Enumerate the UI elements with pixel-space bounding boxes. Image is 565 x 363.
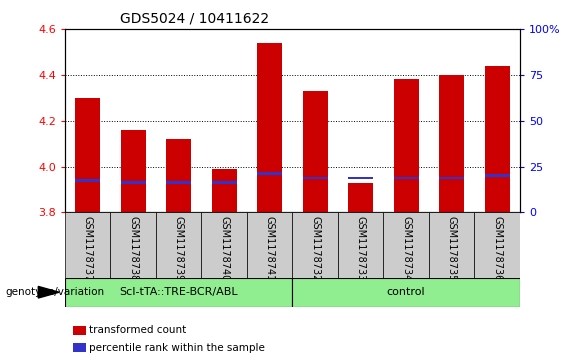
- Bar: [303, 91, 328, 212]
- Bar: [156, 212, 202, 278]
- Bar: [439, 177, 464, 179]
- Bar: [65, 278, 293, 307]
- Text: transformed count: transformed count: [89, 325, 186, 335]
- Text: control: control: [387, 287, 425, 297]
- Bar: [485, 174, 510, 177]
- Bar: [75, 98, 100, 212]
- Bar: [257, 172, 282, 175]
- Text: GSM1178737: GSM1178737: [82, 216, 93, 281]
- Bar: [247, 212, 293, 278]
- Bar: [303, 177, 328, 179]
- Bar: [212, 169, 237, 212]
- Text: GSM1178740: GSM1178740: [219, 216, 229, 281]
- Bar: [293, 278, 520, 307]
- Text: GDS5024 / 10411622: GDS5024 / 10411622: [120, 11, 269, 25]
- Text: GSM1178741: GSM1178741: [264, 216, 275, 281]
- Bar: [202, 212, 247, 278]
- Bar: [348, 183, 373, 212]
- Text: GSM1178732: GSM1178732: [310, 216, 320, 281]
- Bar: [338, 212, 384, 278]
- Bar: [439, 75, 464, 212]
- Bar: [111, 212, 156, 278]
- Bar: [485, 66, 510, 212]
- Bar: [348, 177, 373, 179]
- Text: GSM1178733: GSM1178733: [355, 216, 366, 281]
- Bar: [121, 130, 146, 212]
- Text: GSM1178735: GSM1178735: [446, 216, 457, 281]
- Bar: [293, 212, 338, 278]
- Text: genotype/variation: genotype/variation: [6, 287, 105, 297]
- Bar: [166, 139, 191, 212]
- Bar: [121, 181, 146, 184]
- Text: GSM1178738: GSM1178738: [128, 216, 138, 281]
- Bar: [212, 181, 237, 184]
- Bar: [257, 43, 282, 212]
- Bar: [394, 79, 419, 212]
- Text: percentile rank within the sample: percentile rank within the sample: [89, 343, 265, 352]
- Bar: [475, 212, 520, 278]
- Bar: [166, 181, 191, 184]
- Bar: [384, 212, 429, 278]
- Text: GSM1178739: GSM1178739: [173, 216, 184, 281]
- Bar: [394, 177, 419, 179]
- Text: ScI-tTA::TRE-BCR/ABL: ScI-tTA::TRE-BCR/ABL: [119, 287, 238, 297]
- Bar: [65, 212, 111, 278]
- Text: GSM1178734: GSM1178734: [401, 216, 411, 281]
- Text: GSM1178736: GSM1178736: [492, 216, 502, 281]
- Polygon shape: [38, 286, 59, 298]
- Bar: [429, 212, 475, 278]
- Bar: [75, 179, 100, 182]
